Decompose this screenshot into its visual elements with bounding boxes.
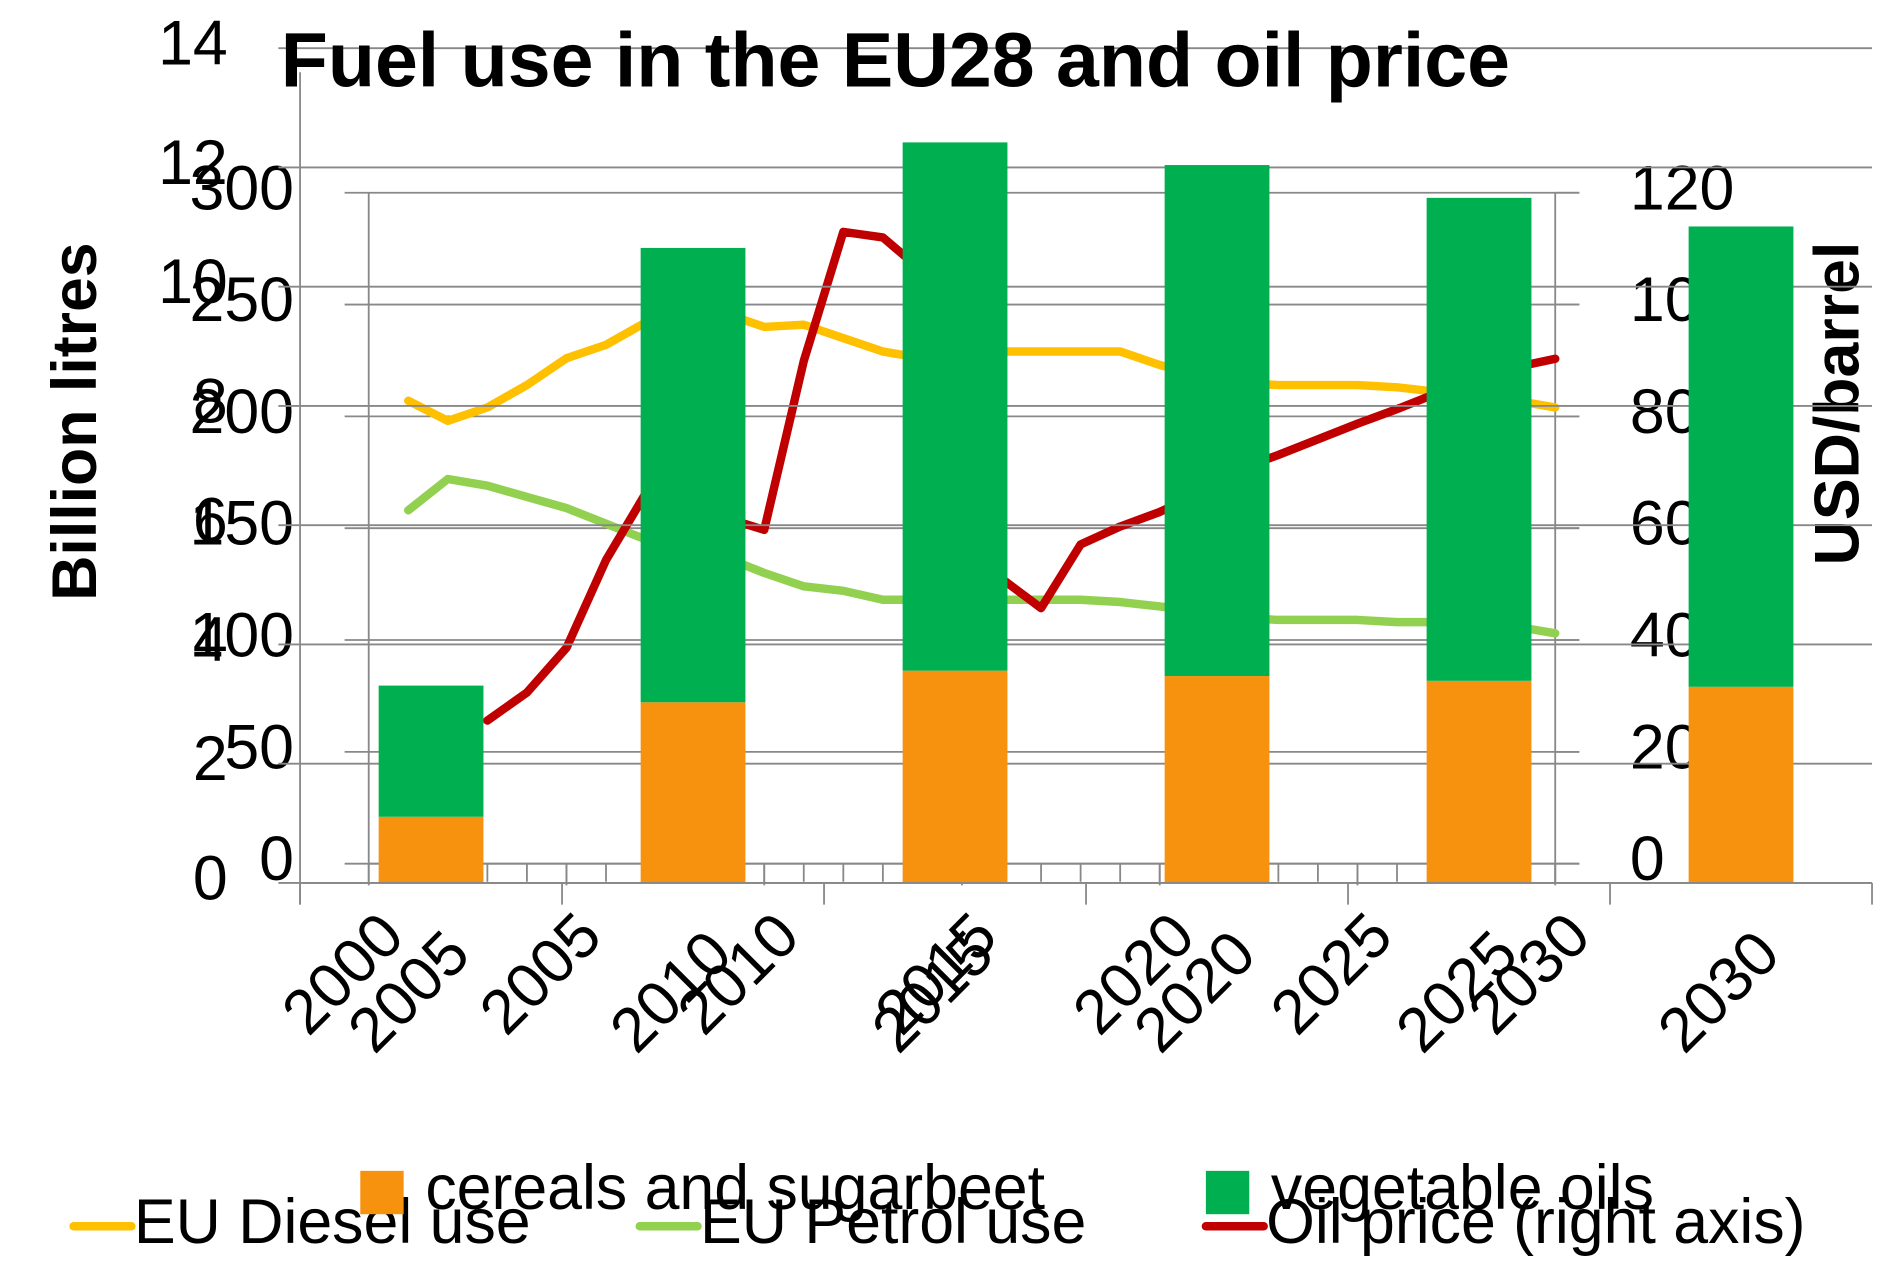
y-axis-title: Billion litres bbox=[40, 242, 110, 600]
y-tick-label: 14 bbox=[158, 9, 228, 79]
y-tick-label: 150 bbox=[190, 489, 294, 559]
y2-axis-title: USD/barrel bbox=[1802, 242, 1872, 566]
bar-segment bbox=[902, 142, 1008, 671]
bar-segment bbox=[378, 816, 484, 883]
y-tick-label: 10 bbox=[158, 247, 228, 317]
legend-label: vegetable oils bbox=[1271, 1153, 1654, 1223]
bar-segment bbox=[1426, 680, 1532, 883]
legend-swatch bbox=[360, 1170, 404, 1215]
bar-segment bbox=[1164, 676, 1270, 883]
y-tick-label: 200 bbox=[190, 377, 294, 447]
x-tick-label: 2025 bbox=[1258, 900, 1406, 1048]
legend-swatch bbox=[1205, 1170, 1250, 1215]
legend-label: cereals and sugarbeet bbox=[425, 1153, 1045, 1223]
bar-segment bbox=[640, 247, 746, 703]
chart-title: Fuel use in the EU28 and oil price bbox=[281, 18, 1510, 104]
y2-tick-label: 80 bbox=[1630, 377, 1700, 447]
y-tick-label: 50 bbox=[224, 712, 294, 782]
y2-tick-label: 40 bbox=[1630, 601, 1700, 671]
bar-segment bbox=[1426, 197, 1532, 681]
y-tick-label: 12 bbox=[158, 128, 228, 198]
x-tick-label: 2030 bbox=[1645, 918, 1793, 1066]
y-tick-label: 2 bbox=[193, 724, 228, 794]
bar-segment bbox=[640, 702, 746, 883]
bar-segment bbox=[1688, 686, 1794, 883]
bar-segment bbox=[378, 685, 484, 817]
bar-segment bbox=[1688, 226, 1794, 687]
y-tick-label: 4 bbox=[193, 605, 228, 675]
x-tick-label: 2005 bbox=[467, 900, 615, 1048]
bar-segment bbox=[1164, 165, 1270, 677]
legend-label: Oil price (right axis) bbox=[1266, 1187, 1805, 1257]
y-tick-label: 8 bbox=[193, 366, 228, 436]
y-tick-label: 300 bbox=[190, 153, 294, 223]
legend-label: EU Petrol use bbox=[700, 1187, 1086, 1257]
y-tick-label: 6 bbox=[193, 486, 228, 556]
y2-tick-label: 60 bbox=[1630, 489, 1700, 559]
bar-segment bbox=[902, 670, 1008, 883]
y2-tick-label: 20 bbox=[1630, 712, 1700, 782]
y-tick-label: 250 bbox=[190, 265, 294, 335]
y-tick-label: 0 bbox=[193, 843, 228, 913]
y-tick-label: 100 bbox=[190, 601, 294, 671]
legend-label: EU Diesel use bbox=[134, 1187, 531, 1257]
y2-tick-label: 120 bbox=[1630, 153, 1735, 223]
